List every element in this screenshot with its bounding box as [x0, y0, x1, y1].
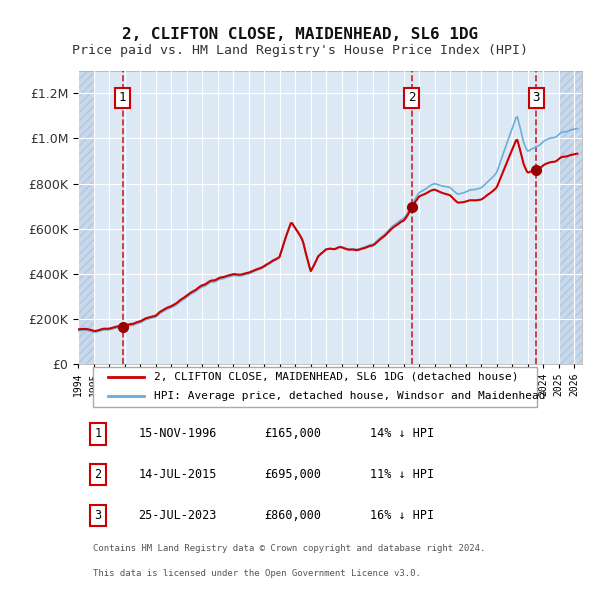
Text: 15-NOV-1996: 15-NOV-1996	[139, 427, 217, 440]
FancyBboxPatch shape	[93, 367, 536, 407]
Text: £860,000: £860,000	[265, 509, 322, 522]
Text: 14-JUL-2015: 14-JUL-2015	[139, 468, 217, 481]
Text: 2: 2	[408, 91, 416, 104]
Text: This data is licensed under the Open Government Licence v3.0.: This data is licensed under the Open Gov…	[93, 569, 421, 578]
Text: 25-JUL-2023: 25-JUL-2023	[139, 509, 217, 522]
Text: 2: 2	[95, 468, 102, 481]
Bar	[78, 71, 94, 364]
Text: £695,000: £695,000	[265, 468, 322, 481]
Text: 2, CLIFTON CLOSE, MAIDENHEAD, SL6 1DG: 2, CLIFTON CLOSE, MAIDENHEAD, SL6 1DG	[122, 27, 478, 41]
Text: 1: 1	[95, 427, 102, 440]
Text: Contains HM Land Registry data © Crown copyright and database right 2024.: Contains HM Land Registry data © Crown c…	[93, 545, 485, 553]
Text: 1: 1	[119, 91, 127, 104]
Text: 16% ↓ HPI: 16% ↓ HPI	[370, 509, 434, 522]
Text: 14% ↓ HPI: 14% ↓ HPI	[370, 427, 434, 440]
Text: 3: 3	[95, 509, 102, 522]
Text: Price paid vs. HM Land Registry's House Price Index (HPI): Price paid vs. HM Land Registry's House …	[72, 44, 528, 57]
Text: 3: 3	[533, 91, 540, 104]
Text: 11% ↓ HPI: 11% ↓ HPI	[370, 468, 434, 481]
Text: HPI: Average price, detached house, Windsor and Maidenhead: HPI: Average price, detached house, Wind…	[154, 391, 545, 401]
Text: 2, CLIFTON CLOSE, MAIDENHEAD, SL6 1DG (detached house): 2, CLIFTON CLOSE, MAIDENHEAD, SL6 1DG (d…	[154, 372, 518, 382]
Bar	[559, 71, 582, 364]
Text: £165,000: £165,000	[265, 427, 322, 440]
